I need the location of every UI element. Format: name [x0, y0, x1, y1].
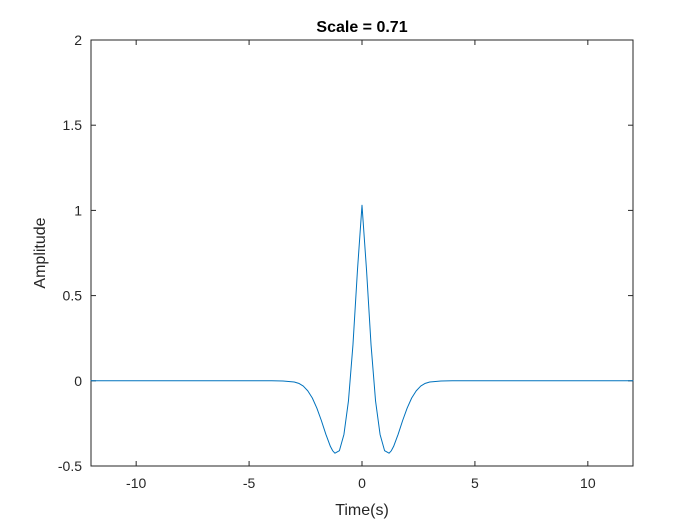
x-tick-label: -5: [243, 475, 256, 491]
y-axis-label: Amplitude: [32, 217, 49, 288]
x-tick-label: 5: [471, 475, 479, 491]
series-layer: [90, 204, 634, 454]
x-tick-label: 0: [358, 475, 366, 491]
x-tick-label: 10: [580, 475, 596, 491]
y-axis: -0.5 0 0.5 1 1.5 2: [58, 32, 633, 474]
chart-title: Scale = 0.71: [316, 19, 407, 36]
plot-area: [90, 39, 634, 467]
y-tick-label: 1.5: [63, 117, 83, 133]
y-tick-label: -0.5: [58, 458, 82, 474]
y-tick-label: 1: [74, 202, 82, 218]
x-tick-label: -10: [126, 475, 146, 491]
y-tick-label: 0.5: [63, 288, 83, 304]
series-line-0: [90, 204, 634, 454]
y-tick-label: 0: [74, 373, 82, 389]
x-axis-label: Time(s): [335, 502, 389, 519]
y-tick-label: 2: [74, 32, 82, 48]
x-axis: -10 -5 0 5 10: [126, 40, 596, 491]
